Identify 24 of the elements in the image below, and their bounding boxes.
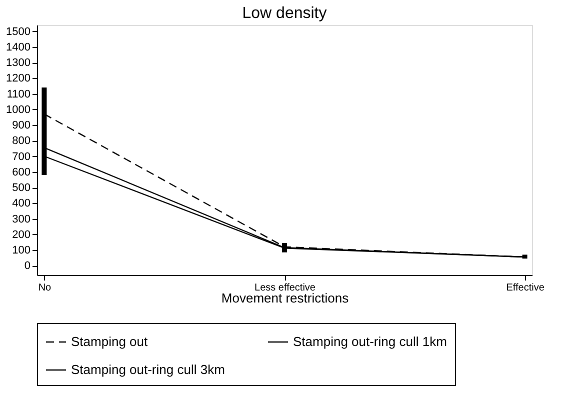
y-tick-label: 400 bbox=[12, 198, 30, 210]
y-tick-label: 1400 bbox=[6, 41, 30, 54]
y-tick-label: 1200 bbox=[6, 72, 30, 85]
y-tick-label: 200 bbox=[12, 228, 30, 241]
x-axis-title: Movement restrictions bbox=[221, 290, 350, 306]
y-tick-label: 1300 bbox=[6, 57, 30, 69]
legend-label: Stamping out-ring cull 3km bbox=[71, 362, 225, 377]
x-tick-label: Less effective bbox=[254, 282, 316, 294]
y-tick-label: 1000 bbox=[6, 104, 30, 116]
x-tick-label: Effective bbox=[506, 282, 545, 294]
y-tick-label: 500 bbox=[12, 182, 30, 194]
y-tick-label: 0 bbox=[24, 260, 30, 272]
y-tick-label: 800 bbox=[12, 135, 30, 148]
y-tick-label: 1100 bbox=[6, 88, 30, 100]
y-tick-label: 700 bbox=[12, 150, 30, 163]
y-tick-label: 1500 bbox=[6, 26, 30, 38]
y-tick-label: 900 bbox=[12, 120, 30, 132]
x-tick-label: No bbox=[38, 282, 52, 294]
legend-label: Stamping out bbox=[71, 334, 148, 349]
y-tick-label: 100 bbox=[12, 244, 30, 256]
y-tick-label: 300 bbox=[12, 213, 30, 226]
chart-title: Low density bbox=[242, 5, 327, 22]
legend-label: Stamping out-ring cull 1km bbox=[293, 334, 447, 349]
y-tick-label: 600 bbox=[12, 166, 30, 178]
